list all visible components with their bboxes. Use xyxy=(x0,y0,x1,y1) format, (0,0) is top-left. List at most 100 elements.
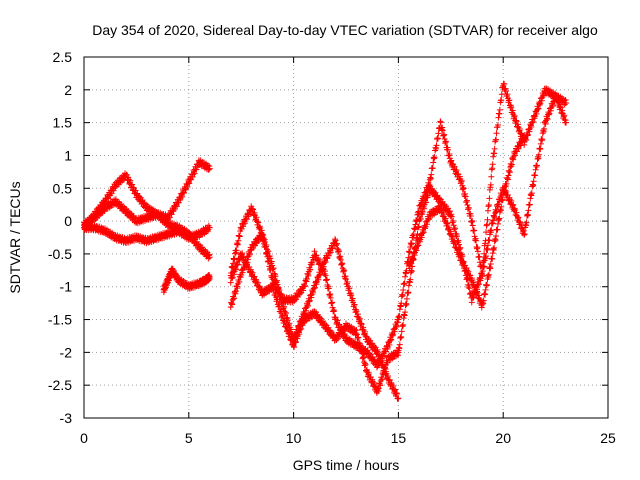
data-point xyxy=(206,165,213,172)
y-axis-label: SDTVAR / TECUs xyxy=(7,181,23,293)
data-point xyxy=(282,310,289,317)
data-point xyxy=(474,248,481,255)
data-point xyxy=(403,295,410,302)
data-point xyxy=(417,215,424,222)
data-point xyxy=(426,181,433,188)
data-point xyxy=(526,201,533,208)
data-point xyxy=(415,208,422,215)
data-point xyxy=(523,219,530,226)
data-point xyxy=(206,273,213,280)
data-point xyxy=(348,292,355,299)
y-tick-label: -0.5 xyxy=(48,246,72,262)
data-point xyxy=(271,286,278,293)
data-point xyxy=(306,297,313,304)
data-point xyxy=(434,135,441,142)
series-7 xyxy=(227,229,402,402)
x-tick-label: 0 xyxy=(80,430,88,446)
data-point xyxy=(433,142,440,149)
data-point xyxy=(506,169,513,176)
series-9 xyxy=(395,80,570,321)
data-point xyxy=(231,295,238,302)
data-point xyxy=(488,227,495,234)
data-point xyxy=(483,229,490,236)
x-axis-label: GPS time / hours xyxy=(293,457,400,473)
y-tick-label: 2.5 xyxy=(53,49,73,65)
data-point xyxy=(439,207,446,214)
data-point xyxy=(346,285,353,292)
data-point xyxy=(303,275,310,282)
data-point xyxy=(265,248,272,255)
y-tick-label: -2.5 xyxy=(48,377,72,393)
y-tick-label: 2 xyxy=(64,82,72,98)
data-point xyxy=(410,231,417,238)
data-point xyxy=(528,190,535,197)
data-point xyxy=(403,301,410,308)
data-point xyxy=(408,240,415,247)
data-point xyxy=(535,151,542,158)
data-point xyxy=(534,162,541,169)
data-point xyxy=(449,233,456,240)
data-point xyxy=(422,223,429,230)
data-point xyxy=(493,232,500,239)
data-point xyxy=(435,130,442,137)
data-point xyxy=(530,118,537,125)
data-point xyxy=(476,253,483,260)
data-point xyxy=(413,217,420,224)
y-tick-label: 1 xyxy=(64,147,72,163)
data-point xyxy=(487,260,494,267)
series-10 xyxy=(405,132,528,311)
data-point xyxy=(480,297,487,304)
data-point xyxy=(541,125,548,132)
data-point xyxy=(444,146,451,153)
data-point xyxy=(396,312,403,319)
y-tick-label: -1.5 xyxy=(48,312,72,328)
data-point xyxy=(358,321,365,328)
data-point xyxy=(489,255,496,262)
data-point xyxy=(496,106,503,113)
data-point xyxy=(301,310,308,317)
y-tick-label: 1.5 xyxy=(53,115,73,131)
data-point xyxy=(489,161,496,168)
data-point xyxy=(521,230,528,237)
data-point xyxy=(279,300,286,307)
series-6 xyxy=(227,250,402,396)
data-point xyxy=(400,321,407,328)
data-point xyxy=(337,256,344,263)
data-point xyxy=(323,276,330,283)
data-points xyxy=(81,80,570,402)
data-point xyxy=(525,207,532,214)
data-point xyxy=(270,265,277,272)
data-point xyxy=(439,127,446,134)
data-point xyxy=(484,216,491,223)
data-point xyxy=(498,97,505,104)
data-point xyxy=(512,207,519,214)
data-point xyxy=(362,361,369,368)
data-point xyxy=(233,247,240,254)
data-point xyxy=(499,197,506,204)
data-point xyxy=(493,136,500,143)
data-point xyxy=(236,278,243,285)
data-point xyxy=(530,178,537,185)
data-point xyxy=(443,138,450,145)
x-tick-label: 20 xyxy=(495,430,511,446)
data-point xyxy=(329,299,336,306)
chart-title: Day 354 of 2020, Sidereal Day-to-day VTE… xyxy=(92,22,598,38)
data-point xyxy=(452,225,459,232)
data-point xyxy=(402,309,409,316)
data-point xyxy=(398,300,405,307)
data-point xyxy=(353,308,360,315)
data-point xyxy=(462,193,469,200)
series-4 xyxy=(160,265,213,296)
data-point xyxy=(444,220,451,227)
data-point xyxy=(496,215,503,222)
data-point xyxy=(381,365,388,372)
data-point xyxy=(437,119,444,126)
data-point xyxy=(341,267,348,274)
data-point xyxy=(398,334,405,341)
data-point xyxy=(390,331,397,338)
data-point xyxy=(460,185,467,192)
x-tick-label: 15 xyxy=(391,430,407,446)
data-point xyxy=(421,194,428,201)
y-tick-label: 0.5 xyxy=(53,180,73,196)
